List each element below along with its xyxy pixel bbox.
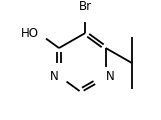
Text: N: N (106, 70, 114, 83)
Text: Br: Br (79, 0, 92, 12)
Text: HO: HO (20, 27, 38, 40)
Text: N: N (50, 70, 59, 83)
